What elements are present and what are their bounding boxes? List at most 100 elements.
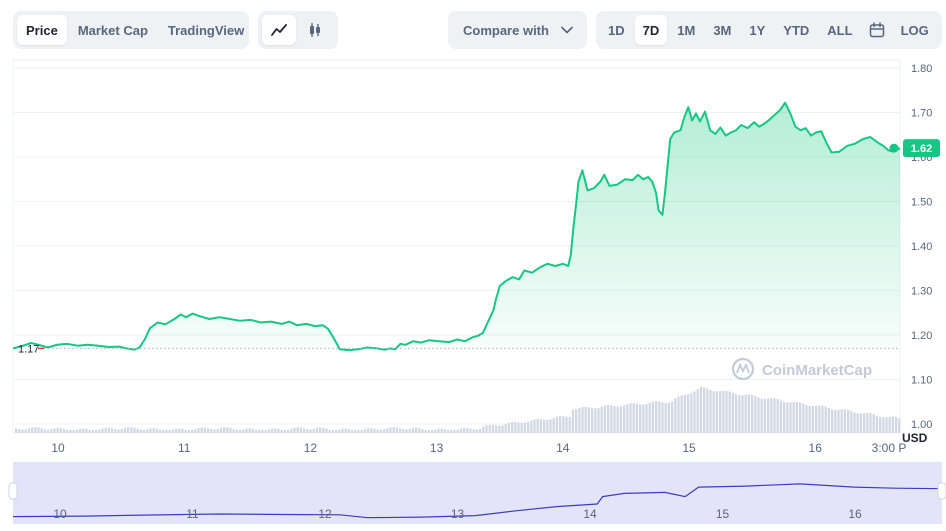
volume-bar	[853, 412, 856, 433]
price-line	[12, 101, 901, 352]
volume-bar	[24, 429, 27, 433]
navigator-line	[12, 483, 943, 519]
y-tick-label: 1.70	[911, 108, 932, 120]
volume-bar	[767, 398, 770, 433]
volume-bar	[95, 430, 98, 433]
volume-bar	[501, 425, 504, 433]
volume-bar	[424, 430, 427, 433]
volume-bar	[98, 429, 101, 433]
volume-bar	[603, 405, 606, 433]
tab-price[interactable]: Price	[17, 15, 67, 45]
volume-bar	[309, 429, 312, 433]
volume-bar	[491, 425, 494, 433]
volume-bar	[274, 428, 277, 433]
candlestick-button[interactable]	[298, 15, 332, 45]
volume-bar	[789, 402, 792, 433]
volume-bar	[575, 409, 578, 433]
volume-bar	[648, 402, 651, 433]
volume-bar	[831, 409, 834, 433]
x-tick-label: 3:00 P	[872, 441, 907, 455]
navigator-right-handle[interactable]	[937, 482, 946, 500]
y-tick-label: 1.40	[911, 241, 932, 253]
volume-bar	[690, 393, 693, 433]
volume-bar	[805, 404, 808, 433]
range-1m-button[interactable]: 1M	[677, 22, 696, 38]
volume-bar	[693, 391, 696, 433]
calendar-button[interactable]	[863, 15, 891, 45]
volume-bar	[235, 430, 238, 433]
volume-bar	[847, 409, 850, 433]
volume-bar	[738, 395, 741, 433]
volume-bar	[498, 425, 501, 433]
range-all-button[interactable]: ALL	[827, 22, 853, 38]
volume-bar	[415, 427, 418, 433]
chart-type-group	[258, 11, 338, 49]
volume-bar	[229, 428, 232, 433]
compare-with-dropdown[interactable]: Compare with	[448, 11, 587, 49]
volume-bar	[815, 405, 818, 433]
volume-bar	[331, 430, 334, 433]
tab-tradingview[interactable]: TradingView	[167, 22, 245, 38]
volume-bar	[114, 429, 117, 433]
volume-bar	[117, 429, 120, 433]
range-1y-button[interactable]: 1Y	[749, 22, 766, 38]
volume-bar	[459, 428, 462, 433]
volume-bar	[197, 428, 200, 433]
volume-bar	[146, 429, 149, 433]
volume-bar	[472, 429, 475, 433]
volume-bar	[248, 428, 251, 433]
log-scale-button[interactable]: LOG	[900, 22, 929, 38]
volume-bar	[882, 417, 885, 433]
volume-bar	[392, 427, 395, 433]
range-ytd-button[interactable]: YTD	[783, 22, 810, 38]
volume-bar	[408, 428, 411, 433]
volume-bar	[571, 410, 574, 433]
volume-bar	[699, 387, 702, 433]
volume-bar	[418, 428, 421, 433]
volume-bar	[818, 405, 821, 433]
volume-bar	[223, 427, 226, 433]
x-tick-label: 11	[178, 441, 191, 455]
volume-bar	[792, 401, 795, 433]
navigator-left-handle[interactable]	[8, 482, 18, 500]
tab-market-cap[interactable]: Market Cap	[77, 22, 148, 38]
volume-bar	[527, 421, 530, 433]
y-tick-label: 1.80	[911, 63, 932, 75]
volume-bar	[363, 428, 366, 433]
volume-bar	[207, 428, 210, 433]
volume-bar	[696, 389, 699, 433]
volume-bar	[511, 422, 514, 433]
volume-bar	[795, 401, 798, 433]
volume-bar	[379, 429, 382, 433]
volume-bar	[319, 427, 322, 433]
volume-bar	[773, 398, 776, 433]
volume-bar	[88, 429, 91, 433]
volume-bar	[280, 429, 283, 433]
volume-bar	[655, 401, 658, 433]
volume-bar	[123, 428, 126, 433]
volume-bar	[245, 428, 248, 433]
volume-bar	[440, 428, 443, 433]
volume-bar	[347, 429, 350, 433]
volume-bar	[488, 424, 491, 433]
volume-bar	[303, 428, 306, 433]
line-chart-button[interactable]	[262, 15, 296, 45]
range-3m-button[interactable]: 3M	[713, 22, 732, 38]
volume-bar	[312, 428, 315, 433]
time-range-group: 1D 7D 1M 3M 1Y YTD ALL LOG	[596, 11, 942, 49]
volume-bar	[507, 422, 510, 433]
volume-bar	[859, 413, 862, 433]
chart-tab-group: Price Market Cap TradingView	[13, 11, 249, 49]
range-1d-button[interactable]: 1D	[608, 22, 625, 38]
coinmarketcap-logo-icon	[731, 357, 755, 381]
volume-bar	[616, 406, 619, 433]
volume-bar	[731, 392, 734, 433]
compare-with-label: Compare with	[463, 22, 549, 38]
volume-bar	[549, 419, 552, 433]
volume-bar	[389, 427, 392, 433]
volume-bar	[619, 406, 622, 433]
range-7d-button[interactable]: 7D	[634, 15, 668, 45]
volume-bar	[421, 429, 424, 433]
volume-bar	[315, 427, 318, 433]
